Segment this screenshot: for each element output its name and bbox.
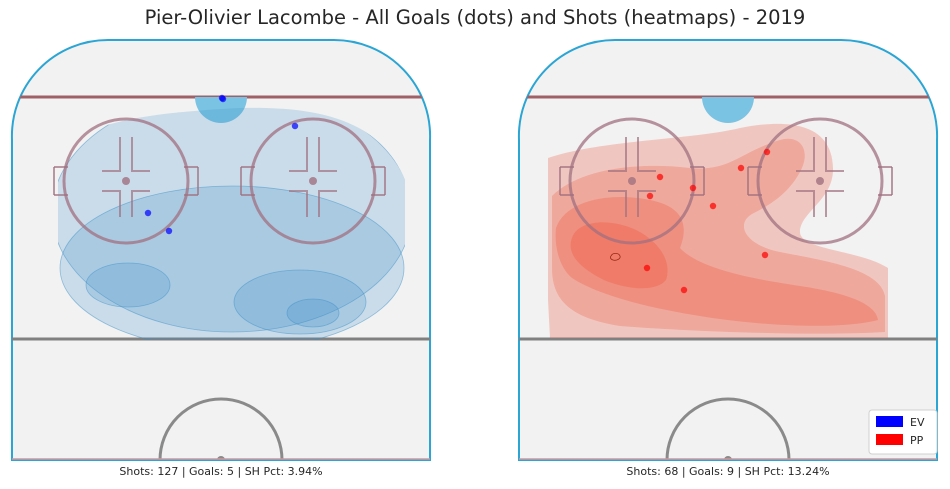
rink-ev bbox=[10, 38, 432, 461]
pp-density-level-4 bbox=[570, 222, 668, 289]
pp-faceoff-circles bbox=[559, 117, 893, 245]
pp-goal-dot-4 bbox=[689, 184, 697, 192]
pp-goal-dot-3 bbox=[656, 173, 664, 181]
pp-faceoff-1 bbox=[559, 117, 705, 245]
pp-goal-dots bbox=[643, 148, 771, 294]
pp-goal-dot-5 bbox=[646, 192, 654, 200]
ev-goal-dot-4 bbox=[165, 227, 173, 235]
pp-density-level-5 bbox=[610, 252, 621, 261]
legend-label-ev: EV bbox=[910, 416, 925, 429]
ev-faceoff-circles bbox=[53, 117, 386, 245]
chart-title: Pier-Olivier Lacombe - All Goals (dots) … bbox=[144, 6, 806, 29]
ev-goal-dot-3 bbox=[144, 209, 152, 217]
rink-pp bbox=[517, 38, 939, 461]
pp-goal-dot-9 bbox=[680, 286, 688, 294]
ev-density-level-2 bbox=[59, 185, 405, 340]
rink-ev-ice bbox=[10, 38, 432, 461]
rink-pp-ice bbox=[517, 38, 939, 461]
pp-density-level-3 bbox=[555, 197, 878, 326]
ev-density-level-4 bbox=[286, 298, 340, 328]
pp-goal-dot-8 bbox=[643, 264, 651, 272]
rink-ev-center-circle bbox=[158, 397, 284, 460]
legend-swatch-ev bbox=[876, 416, 903, 427]
pp-goal-dot-6 bbox=[709, 202, 717, 210]
rink-pp-center-circle bbox=[665, 397, 791, 460]
pp-goal-dot-7 bbox=[761, 251, 769, 259]
ev-faceoff-2 bbox=[240, 117, 386, 245]
pp-density-level-2 bbox=[552, 138, 885, 334]
pp-goal-dot-1 bbox=[763, 148, 771, 156]
rink-pp-crease bbox=[702, 97, 754, 123]
ev-goal-dot-2 bbox=[291, 122, 299, 130]
ev-goal-dots bbox=[144, 94, 299, 235]
ev-goal-dot-5 bbox=[218, 94, 226, 102]
pp-goal-dot-2 bbox=[737, 164, 745, 172]
rink-ev-crease bbox=[195, 97, 247, 123]
ev-heatmap bbox=[58, 107, 405, 340]
legend: EV PP bbox=[868, 409, 938, 455]
pp-faceoff-2 bbox=[747, 117, 893, 245]
ev-density-level-3 bbox=[233, 269, 367, 335]
pp-caption: Shots: 68 | Goals: 9 | SH Pct: 13.24% bbox=[626, 465, 829, 478]
legend-label-pp: PP bbox=[910, 434, 924, 447]
ev-density-level-3 bbox=[85, 262, 171, 308]
legend-swatch-pp bbox=[876, 434, 903, 445]
ev-caption: Shots: 127 | Goals: 5 | SH Pct: 3.94% bbox=[119, 465, 322, 478]
ev-faceoff-1 bbox=[53, 117, 199, 245]
